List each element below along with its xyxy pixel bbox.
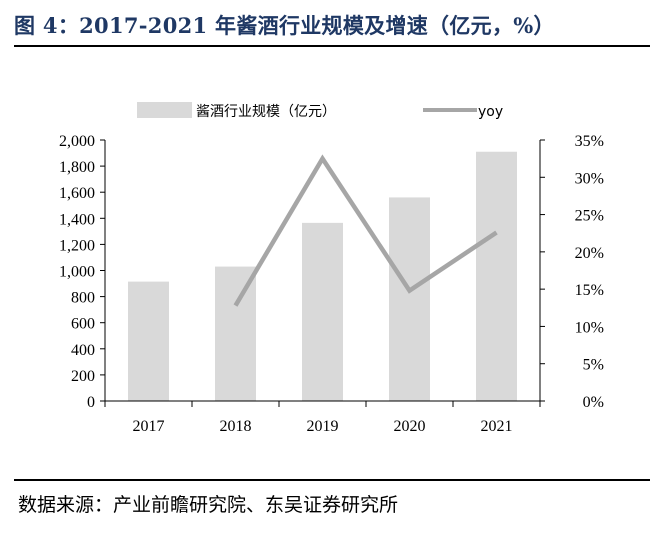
right-tick-label: 15% [575, 282, 604, 299]
left-axis: 0 200 400 600 800 1,000 1,200 1,400 1,600 1,800 2,… [59, 133, 105, 411]
left-tick-label: 200 [71, 368, 95, 385]
left-tick-label: 1,800 [59, 159, 95, 176]
left-tick-label: 2,000 [59, 133, 95, 150]
title-divider [14, 45, 650, 47]
bar-2021 [476, 151, 517, 401]
left-tick-label: 800 [71, 290, 95, 307]
left-tick-label: 1,200 [59, 237, 95, 254]
bar-2018 [215, 266, 256, 401]
left-tick-label: 1,000 [59, 264, 95, 281]
x-axis-labels: 2017 2018 2019 2020 2021 [133, 418, 513, 435]
x-tick-label: 2017 [133, 418, 165, 435]
bar-2019 [302, 222, 343, 401]
bar-2020 [389, 197, 430, 401]
legend-label-bar: 酱酒行业规模（亿元） [196, 104, 336, 120]
left-tick-label: 600 [71, 316, 95, 333]
right-tick-label: 0% [583, 394, 604, 411]
legend-label-line: yoy [478, 104, 503, 120]
line-series [233, 154, 498, 307]
right-tick-label: 20% [575, 245, 604, 262]
footer-divider [14, 479, 650, 481]
left-tick-label: 0 [87, 394, 95, 411]
bar-series [128, 151, 517, 401]
axes-frame [104, 140, 541, 407]
x-tick-label: 2018 [220, 418, 252, 435]
left-tick-label: 1,600 [59, 185, 95, 202]
chart-title: 图 4：2017-2021 年酱酒行业规模及增速（亿元，%） [14, 13, 555, 38]
left-tick-label: 1,400 [59, 211, 95, 228]
right-tick-label: 35% [575, 133, 604, 150]
bar-2017 [128, 281, 169, 401]
x-tick-label: 2019 [307, 418, 339, 435]
right-axis: 0% 5% 10% 15% 20% 25% 30% 35% [540, 133, 604, 411]
left-tick-label: 400 [71, 342, 95, 359]
legend-swatch-bar [137, 102, 192, 118]
right-tick-label: 10% [575, 319, 604, 336]
yoy-line [233, 154, 498, 307]
legend: 酱酒行业规模（亿元） yoy [137, 102, 503, 120]
right-tick-label: 5% [583, 357, 604, 374]
right-tick-label: 25% [575, 208, 604, 225]
data-source: 数据来源：产业前瞻研究院、东吴证券研究所 [18, 494, 399, 516]
chart-canvas: 酱酒行业规模（亿元） yoy 0 200 400 600 800 1,000 1,200 1,… [59, 102, 604, 435]
x-tick-label: 2021 [481, 418, 513, 435]
right-tick-label: 30% [575, 170, 604, 187]
x-tick-label: 2020 [394, 418, 426, 435]
